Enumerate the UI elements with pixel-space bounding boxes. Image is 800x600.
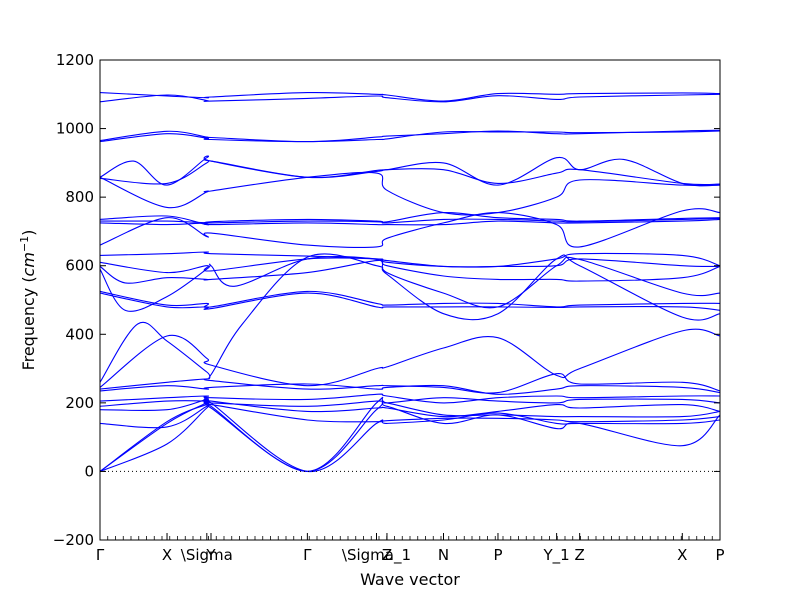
high-symmetry-label: \Sigma: [181, 546, 233, 564]
y-tick-label: 1000: [56, 120, 94, 138]
phonon-branch-12: [100, 251, 720, 268]
high-symmetry-label: P: [715, 546, 724, 564]
y-axis-label: Frequency (cm−1): [18, 230, 39, 371]
phonon-branch-4: [100, 130, 720, 143]
phonon-branch-6: [100, 171, 720, 216]
y-tick-label: 400: [65, 325, 94, 343]
phonon-branch-21: [100, 383, 720, 395]
y-tick-label: 1200: [56, 51, 94, 69]
high-symmetry-label: X: [677, 546, 687, 564]
phonon-branch-28: [100, 401, 720, 472]
phonon-branch-27: [100, 396, 720, 472]
y-tick-label: 200: [65, 394, 94, 412]
phonon-branch-8: [100, 212, 720, 226]
phonon-branch-3: [100, 129, 720, 143]
phonon-branch-25: [100, 402, 720, 429]
phonon-branch-19: [100, 328, 720, 388]
high-symmetry-label: X: [162, 546, 172, 564]
phonon-branch-7: [100, 159, 720, 186]
y-tick-label: 600: [65, 257, 94, 275]
phonon-branch-17: [100, 292, 720, 311]
y-tick-label: −200: [53, 531, 94, 549]
high-symmetry-label: P: [493, 546, 502, 564]
phonon-branch-16: [100, 290, 720, 308]
phonon-branch-13: [100, 257, 720, 274]
y-axis: −200 0 200 400 600 800 1000 1200: [53, 51, 720, 549]
dispersion-curves: [100, 91, 720, 472]
phonon-branch-2: [100, 93, 720, 103]
high-symmetry-label: Γ: [303, 546, 312, 564]
high-symmetry-label: Y_1: [543, 546, 570, 565]
high-symmetry-label: Z: [575, 546, 585, 564]
phonon-branch-11: [100, 208, 720, 248]
high-symmetry-label: Γ: [96, 546, 105, 564]
phonon-branch-1: [100, 91, 720, 102]
phonon-branch-18: [100, 253, 720, 383]
phonon-branch-20: [100, 373, 720, 394]
y-tick-label: 0: [84, 462, 94, 480]
high-symmetry-label: N: [438, 546, 449, 564]
y-tick-label: 800: [65, 188, 94, 206]
x-axis-label: Wave vector: [360, 570, 460, 589]
high-symmetry-label: \Sigma_1: [342, 546, 411, 565]
phonon-branch-22: [100, 393, 720, 404]
high-symmetry-label: Y: [205, 546, 216, 564]
phonon-branch-10: [100, 218, 720, 226]
phonon-branch-15: [100, 256, 720, 312]
high-symmetry-label: Z: [382, 546, 392, 564]
